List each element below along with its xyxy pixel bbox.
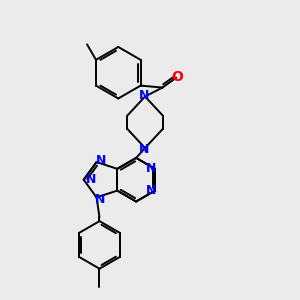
Text: N: N [146, 184, 156, 197]
Text: O: O [171, 70, 183, 84]
Text: N: N [85, 173, 96, 186]
Text: N: N [139, 142, 149, 155]
Text: N: N [146, 162, 156, 175]
Text: N: N [95, 193, 106, 206]
Text: N: N [96, 154, 107, 166]
Text: N: N [139, 89, 149, 102]
